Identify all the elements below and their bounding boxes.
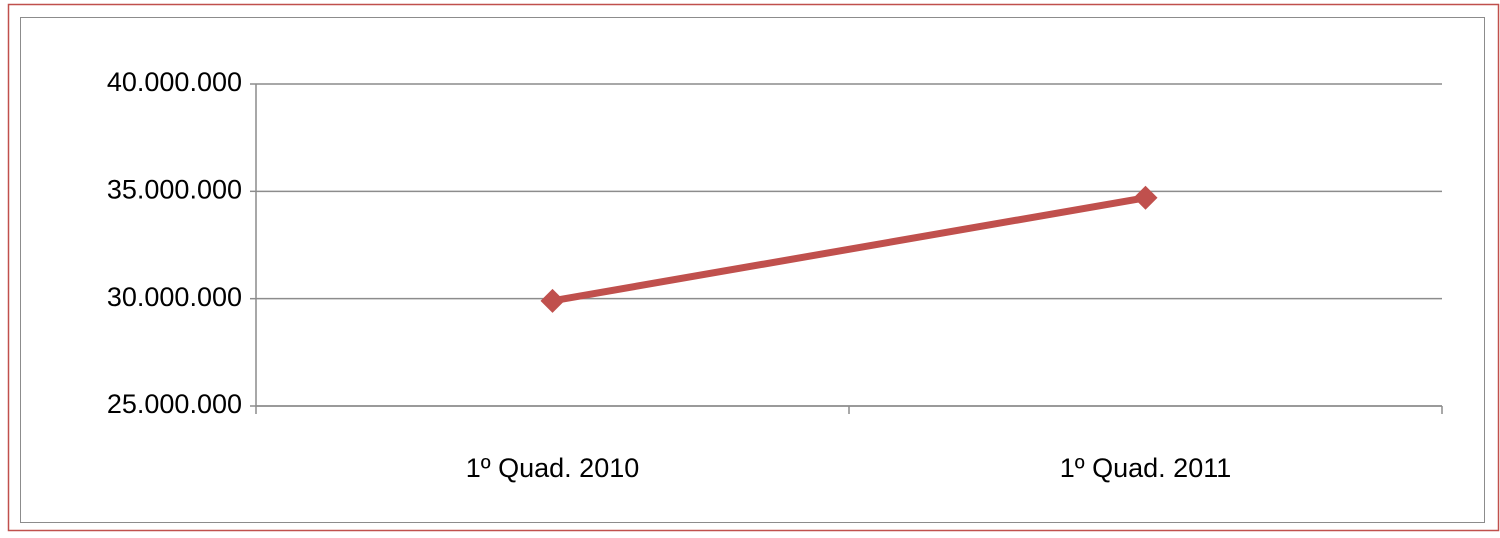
marker	[540, 288, 565, 313]
x-tick-label: 1º Quad. 2011	[1060, 453, 1232, 483]
marker	[1133, 185, 1158, 210]
y-tick-label: 30.000.000	[107, 282, 242, 312]
y-tick-label: 35.000.000	[107, 174, 242, 204]
y-tick-label: 40.000.000	[107, 67, 242, 97]
chart-area	[20, 17, 1485, 523]
x-tick-label: 1º Quad. 2010	[466, 453, 640, 483]
line	[551, 194, 1147, 305]
y-tick-label: 25.000.000	[107, 389, 242, 419]
